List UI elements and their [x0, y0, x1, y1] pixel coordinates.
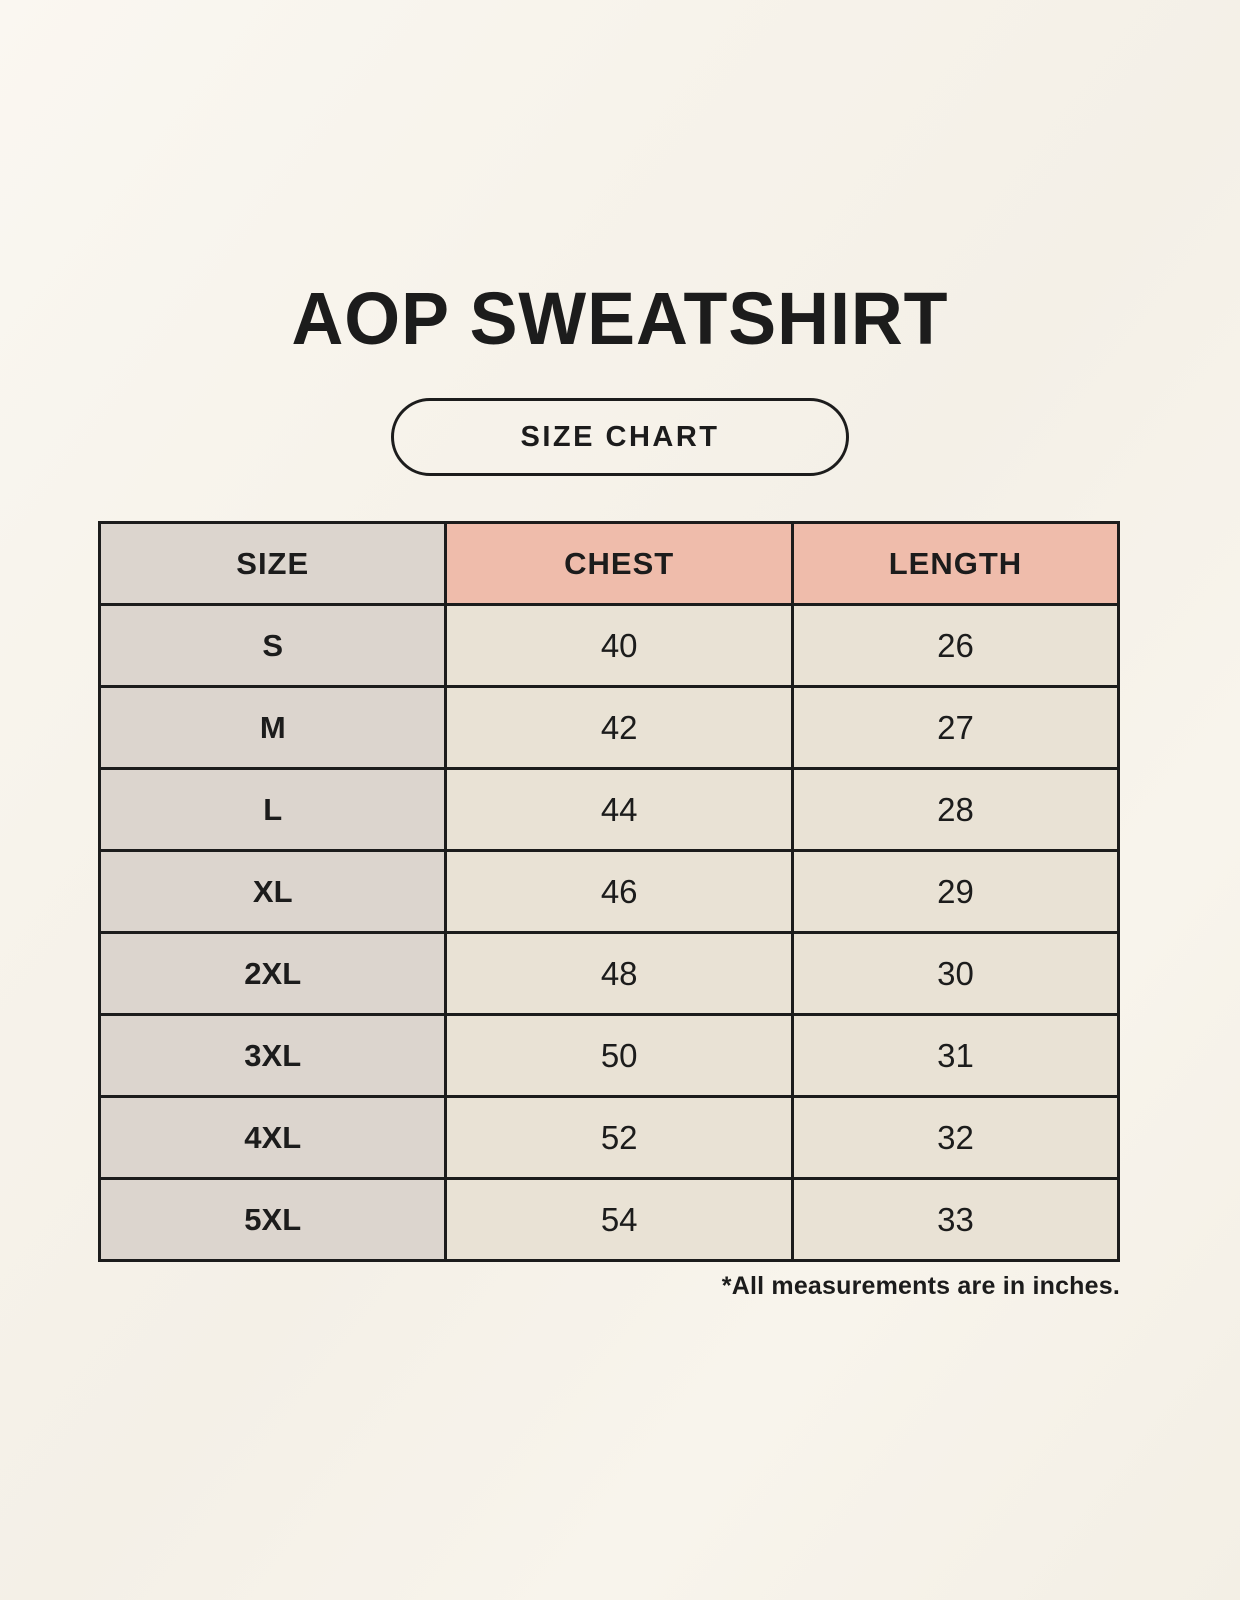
chest-value: 46 — [444, 849, 794, 934]
chest-value: 42 — [444, 685, 794, 770]
size-label: S — [97, 603, 448, 688]
chest-value: 40 — [444, 603, 794, 688]
chest-value: 44 — [444, 767, 794, 852]
table-row-m: M 42 27 — [97, 685, 1121, 770]
column-header-length: LENGTH — [790, 521, 1121, 606]
table-row-5xl: 5XL 54 33 — [97, 1177, 1121, 1262]
length-value: 28 — [790, 767, 1121, 852]
length-value: 29 — [790, 849, 1121, 934]
size-chart-badge-label: SIZE CHART — [520, 420, 720, 453]
table-row-l: L 44 28 — [97, 767, 1121, 852]
chest-value: 54 — [444, 1177, 794, 1262]
size-label: XL — [97, 849, 448, 934]
table-header-row: SIZE CHEST LENGTH — [97, 521, 1121, 606]
size-label: 3XL — [97, 1013, 448, 1098]
length-value: 31 — [790, 1013, 1121, 1098]
size-label: M — [97, 685, 448, 770]
size-table: SIZE CHEST LENGTH S 40 26 M 42 27 L — [97, 521, 1121, 1262]
length-value: 32 — [790, 1095, 1121, 1180]
table-row-2xl: 2XL 48 30 — [97, 931, 1121, 1016]
chest-value: 52 — [444, 1095, 794, 1180]
column-header-chest: CHEST — [444, 521, 794, 606]
column-header-size: SIZE — [97, 521, 448, 606]
size-label: 2XL — [97, 931, 448, 1016]
table-row-xl: XL 46 29 — [97, 849, 1121, 934]
size-chart-badge: SIZE CHART — [391, 398, 849, 476]
length-value: 30 — [790, 931, 1121, 1016]
chest-value: 48 — [444, 931, 794, 1016]
length-value: 27 — [790, 685, 1121, 770]
product-title: AOP SWEATSHIRT — [291, 277, 949, 360]
size-label: 5XL — [97, 1177, 448, 1262]
size-label: L — [97, 767, 448, 852]
length-value: 33 — [790, 1177, 1121, 1262]
table-row-4xl: 4XL 52 32 — [97, 1095, 1121, 1180]
measurement-note: *All measurements are in inches. — [721, 1272, 1120, 1300]
length-value: 26 — [790, 603, 1121, 688]
size-table-container: SIZE CHEST LENGTH S 40 26 M 42 27 L — [97, 521, 1121, 1301]
table-row-3xl: 3XL 50 31 — [97, 1013, 1121, 1098]
size-chart-badge-container: SIZE CHART — [0, 398, 1240, 476]
table-row-s: S 40 26 — [97, 603, 1121, 688]
chest-value: 50 — [444, 1013, 794, 1098]
size-label: 4XL — [97, 1095, 448, 1180]
